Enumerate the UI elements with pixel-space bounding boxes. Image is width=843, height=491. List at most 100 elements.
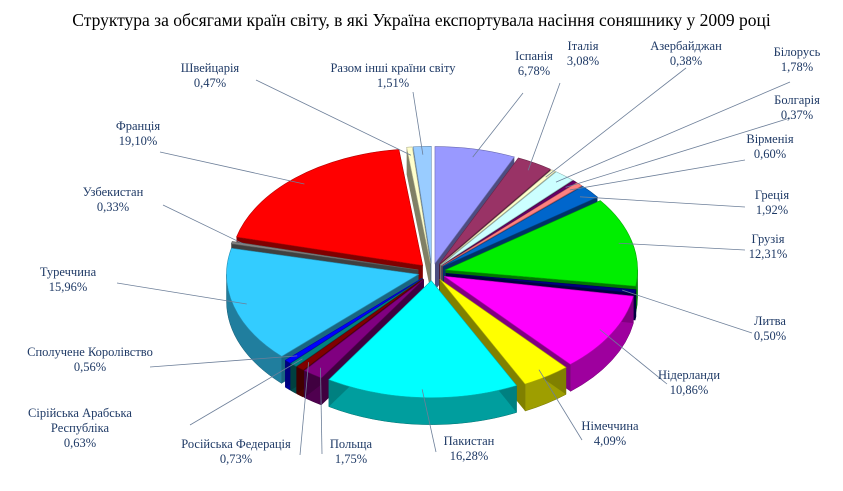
leader-line-13 [299, 362, 309, 456]
pie-slice-12 [303, 278, 425, 379]
leader-lines [116, 67, 791, 456]
slice-label-value-11: 16,28% [450, 449, 489, 463]
slice-label-value-15: 0,56% [74, 360, 106, 374]
leader-line-11 [421, 389, 437, 453]
slice-label-name-20: Разом інші країни світу [330, 61, 456, 75]
slice-label-value-17: 0,33% [97, 200, 129, 214]
leader-line-9 [599, 329, 668, 385]
slice-label-5: Вірменія 0,60% [746, 132, 793, 161]
leader-line-4 [565, 117, 791, 188]
pie-slice-face-19-0 [406, 147, 431, 291]
slice-label-18: Франція 19,10% [116, 119, 161, 148]
pie-slice-11 [328, 280, 518, 398]
slice-label-name-1: Італія [568, 39, 599, 53]
slice-labels: Іспанія 6,78% Італія 3,08% Азербайджан 0,38% Б… [27, 39, 821, 466]
pie-slice-face-12-1 [304, 279, 424, 398]
pie-slice-20 [412, 146, 432, 264]
slice-label-name-14: Сірійська Арабська [28, 406, 132, 420]
pie-slice-7 [444, 200, 638, 287]
slice-label-name-14: Республіка [51, 421, 110, 435]
leader-line-14 [189, 358, 303, 426]
pie-slice-15 [284, 277, 423, 364]
leader-line-0 [472, 92, 524, 158]
slice-label-name-3: Білорусь [774, 45, 821, 59]
leader-line-20 [412, 91, 424, 155]
slice-label-value-12: 1,75% [335, 452, 367, 466]
leader-line-17 [162, 204, 245, 245]
slice-label-20: Разом інші країни світу 1,51% [330, 61, 456, 90]
slice-label-8: Литва 0,50% [754, 314, 787, 343]
slice-label-value-19: 0,47% [194, 76, 226, 90]
pie-slice-3 [440, 171, 574, 266]
slice-label-name-7: Грузія [752, 232, 785, 246]
pie-slice-13 [296, 278, 424, 371]
slice-label-name-2: Азербайджан [650, 39, 722, 53]
slice-label-value-7: 12,31% [749, 247, 788, 261]
slice-label-value-3: 1,78% [781, 60, 813, 74]
chart-title: Структура за обсягами країн світу, в які… [72, 10, 771, 30]
slice-label-name-12: Польща [330, 437, 373, 451]
slice-label-value-14: 0,63% [64, 436, 96, 450]
slice-label-3: Білорусь 1,78% [774, 45, 821, 74]
leader-line-3 [555, 81, 791, 183]
slice-label-name-19: Швейцарія [181, 61, 240, 75]
pie-slice-17 [230, 241, 419, 271]
pie-slice-14 [289, 278, 423, 367]
slice-label-name-9: Нідерланди [658, 368, 720, 382]
slice-label-value-18: 19,10% [119, 134, 158, 148]
slice-label-value-20: 1,51% [377, 76, 409, 90]
pie-slice-10 [439, 278, 567, 385]
slice-label-name-6: Греція [755, 188, 789, 202]
slice-label-13: Російська Федерація 0,73% [181, 437, 291, 466]
leader-line-16 [116, 282, 247, 305]
slice-label-15: Сполучене Королівство 0,56% [27, 345, 153, 374]
slice-label-name-11: Пакистан [444, 434, 495, 448]
slice-label-value-10: 4,09% [594, 434, 626, 448]
leader-line-7 [618, 242, 746, 251]
slice-label-name-18: Франція [116, 119, 161, 133]
slice-label-4: Болгарія 0,37% [774, 93, 820, 122]
slice-label-value-5: 0,60% [754, 147, 786, 161]
pie-slice-tops [226, 146, 638, 398]
pie-slice-1 [438, 157, 552, 265]
leader-line-18 [159, 151, 305, 185]
slice-label-10: Німеччина 4,09% [581, 419, 639, 448]
pie-slice-4 [441, 180, 578, 267]
pie-slice-9 [444, 275, 634, 365]
pie-slice-19 [406, 146, 431, 264]
slice-label-2: Азербайджан 0,38% [650, 39, 722, 68]
leader-line-12 [320, 367, 323, 455]
slice-label-name-17: Узбекистан [83, 185, 144, 199]
leader-line-10 [538, 369, 583, 441]
pie-slice-16 [226, 247, 420, 357]
pie-slice-18 [236, 149, 424, 266]
slice-label-value-6: 1,92% [756, 203, 788, 217]
slice-label-14: Сірійська Арабська Республіка 0,63% [28, 406, 132, 450]
pie-slice-0 [434, 146, 515, 265]
pie-slice-5 [441, 182, 583, 267]
slice-label-7: Грузія 12,31% [749, 232, 788, 261]
slice-label-name-0: Іспанія [515, 49, 553, 63]
slice-label-17: Узбекистан 0,33% [83, 185, 144, 214]
slice-label-19: Швейцарія 0,47% [181, 61, 240, 90]
slice-label-9: Нідерланди 10,86% [658, 368, 720, 397]
slice-label-value-16: 15,96% [49, 280, 88, 294]
slice-label-12: Польща 1,75% [330, 437, 373, 466]
pie-slice-6 [442, 185, 599, 267]
slice-label-1: Італія 3,08% [567, 39, 599, 68]
leader-line-2 [545, 67, 687, 178]
slice-label-6: Греція 1,92% [755, 188, 789, 217]
leader-line-6 [579, 196, 746, 208]
leader-line-19 [255, 79, 412, 156]
slice-label-16: Туреччина 15,96% [40, 265, 97, 294]
slice-label-name-5: Вірменія [746, 132, 793, 146]
slice-label-11: Пакистан 16,28% [444, 434, 495, 463]
slice-label-value-2: 0,38% [670, 54, 702, 68]
slice-label-value-4: 0,37% [781, 108, 813, 122]
slice-label-name-16: Туреччина [40, 265, 97, 279]
slice-label-name-4: Болгарія [774, 93, 820, 107]
slice-label-name-10: Німеччина [581, 419, 639, 433]
leader-line-1 [527, 82, 561, 171]
slice-label-value-1: 3,08% [567, 54, 599, 68]
